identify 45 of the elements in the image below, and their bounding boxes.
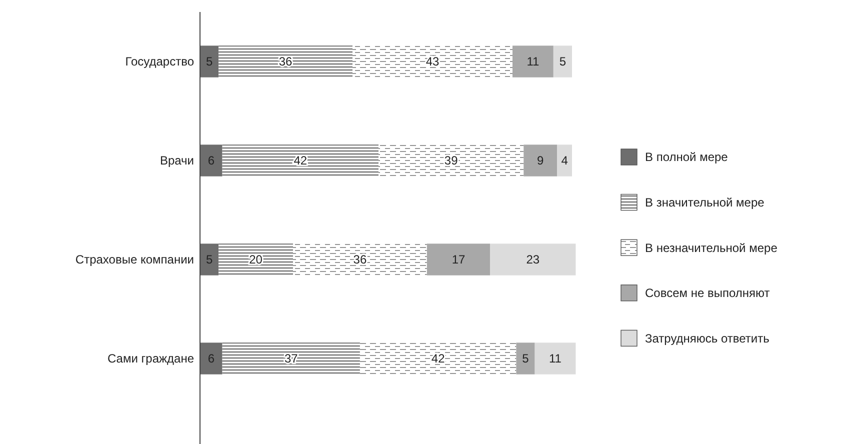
bar bbox=[512, 46, 554, 78]
data-label: 5 bbox=[206, 252, 213, 267]
bar bbox=[200, 46, 219, 78]
data-label: 36 bbox=[353, 252, 367, 267]
bar bbox=[293, 244, 427, 276]
data-label: 39 bbox=[444, 154, 458, 168]
data-label: 6 bbox=[208, 154, 215, 168]
bar bbox=[426, 244, 490, 276]
data-label: 5 bbox=[522, 352, 530, 366]
data-label: 17 bbox=[452, 252, 466, 267]
bar bbox=[378, 144, 524, 176]
bar bbox=[553, 46, 572, 78]
bar bbox=[200, 144, 222, 176]
data-label: 43 bbox=[426, 54, 440, 69]
data-label: 5 bbox=[559, 54, 566, 69]
data-label: 9 bbox=[537, 154, 544, 168]
y-tick-label: Сами граждане bbox=[108, 352, 194, 366]
bar bbox=[524, 144, 558, 176]
bar bbox=[218, 244, 293, 276]
bar bbox=[360, 342, 516, 374]
data-label: 23 bbox=[526, 252, 540, 267]
bar bbox=[516, 342, 535, 374]
y-tick-label: Страховые компании bbox=[75, 252, 194, 267]
bar bbox=[352, 46, 512, 78]
data-label: 5 bbox=[206, 54, 213, 69]
bar bbox=[490, 244, 576, 276]
y-tick-label: Государство bbox=[125, 54, 194, 69]
bar bbox=[222, 144, 379, 176]
bar bbox=[557, 144, 572, 176]
data-label: 4 bbox=[561, 154, 568, 168]
legend-label: Затрудняюсь ответить bbox=[645, 331, 770, 346]
bar bbox=[218, 46, 353, 78]
data-label: 11 bbox=[526, 54, 540, 69]
legend-label: В полной мере bbox=[645, 150, 728, 164]
legend-label: Совсем не выполняют bbox=[645, 286, 770, 300]
bar bbox=[534, 342, 576, 374]
bar bbox=[200, 342, 222, 374]
legend-label: В значительной мере bbox=[645, 196, 765, 210]
data-label: 11 bbox=[549, 352, 562, 366]
data-label: 42 bbox=[431, 352, 446, 366]
y-tick-label: Врачи bbox=[160, 154, 194, 168]
bar bbox=[200, 244, 219, 276]
legend-label: В незначительной мере bbox=[645, 240, 778, 255]
data-label: 6 bbox=[208, 352, 215, 366]
bar bbox=[222, 342, 360, 374]
